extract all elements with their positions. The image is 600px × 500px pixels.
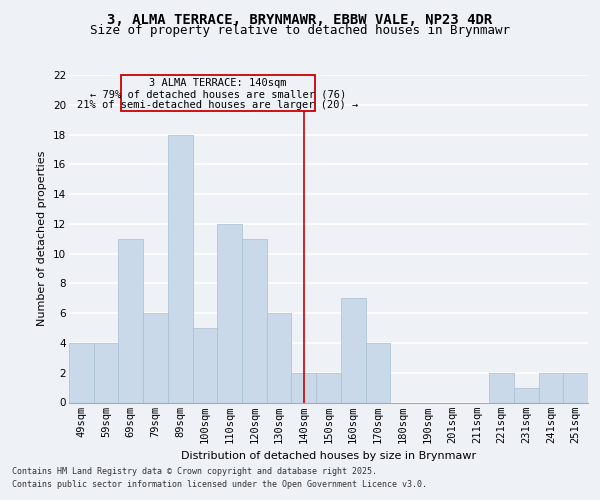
Bar	[539, 372, 563, 402]
Text: Contains public sector information licensed under the Open Government Licence v3: Contains public sector information licen…	[12, 480, 427, 489]
Bar	[267, 313, 292, 402]
Bar	[514, 388, 539, 402]
Bar	[121, 75, 315, 112]
Bar	[489, 372, 514, 402]
Bar	[69, 343, 94, 402]
Bar	[316, 372, 341, 402]
Bar	[193, 328, 217, 402]
Text: 21% of semi-detached houses are larger (20) →: 21% of semi-detached houses are larger (…	[77, 100, 359, 110]
Text: 3 ALMA TERRACE: 140sqm: 3 ALMA TERRACE: 140sqm	[149, 78, 287, 88]
Bar	[118, 238, 143, 402]
Y-axis label: Number of detached properties: Number of detached properties	[37, 151, 47, 326]
Bar	[242, 238, 267, 402]
Bar	[563, 372, 588, 402]
Text: ← 79% of detached houses are smaller (76): ← 79% of detached houses are smaller (76…	[90, 89, 346, 99]
Bar	[341, 298, 365, 403]
Text: Contains HM Land Registry data © Crown copyright and database right 2025.: Contains HM Land Registry data © Crown c…	[12, 467, 377, 476]
Text: Size of property relative to detached houses in Brynmawr: Size of property relative to detached ho…	[90, 24, 510, 37]
Bar	[94, 343, 118, 402]
Bar	[217, 224, 242, 402]
Bar	[292, 372, 316, 402]
Bar	[365, 343, 390, 402]
Text: 3, ALMA TERRACE, BRYNMAWR, EBBW VALE, NP23 4DR: 3, ALMA TERRACE, BRYNMAWR, EBBW VALE, NP…	[107, 12, 493, 26]
Bar	[143, 313, 168, 402]
Bar	[168, 134, 193, 402]
X-axis label: Distribution of detached houses by size in Brynmawr: Distribution of detached houses by size …	[181, 451, 476, 461]
